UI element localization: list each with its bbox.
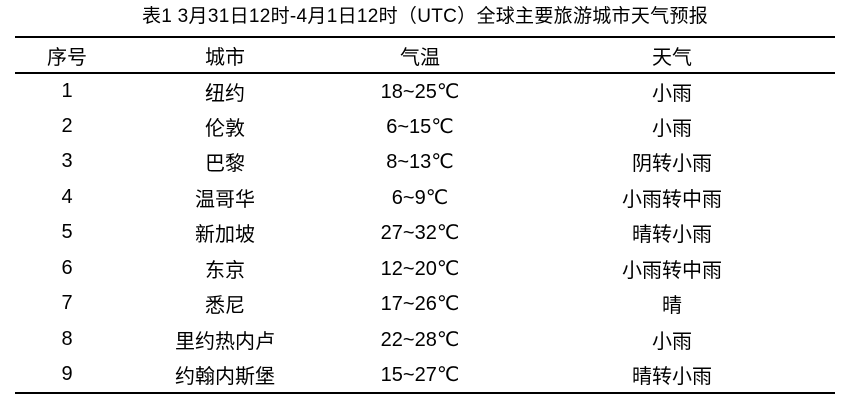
cell-serial: 8 <box>61 327 73 350</box>
cell-temperature: 15~27℃ <box>380 363 460 386</box>
cell-weather: 晴 <box>662 295 682 318</box>
cell-temperature: 8~13℃ <box>386 151 454 174</box>
cell-city: 巴黎 <box>205 153 245 176</box>
cell-city: 悉尼 <box>205 295 245 318</box>
cell-serial: 6 <box>61 256 73 279</box>
table-row: 7 悉尼 17~26℃ 晴 <box>15 286 835 322</box>
cell-serial: 7 <box>61 292 73 315</box>
table-header-row: 序号 城市 气温 天气 <box>15 37 835 73</box>
table-row: 8 里约热内卢 22~28℃ 小雨 <box>15 322 835 358</box>
table-row: 6 东京 12~20℃ 小雨转中雨 <box>15 251 835 287</box>
cell-city: 伦敦 <box>205 117 245 140</box>
cell-temperature: 22~28℃ <box>380 328 460 351</box>
column-header-weather: 天气 <box>652 46 692 69</box>
cell-temperature: 12~20℃ <box>380 257 460 280</box>
cell-weather: 小雨转中雨 <box>622 188 722 211</box>
cell-weather: 小雨 <box>652 82 692 105</box>
cell-serial: 3 <box>61 150 73 173</box>
cell-city: 温哥华 <box>195 188 255 211</box>
cell-weather: 晴转小雨 <box>632 224 712 247</box>
cell-city: 里约热内卢 <box>175 330 275 353</box>
table-row: 2 伦敦 6~15℃ 小雨 <box>15 109 835 145</box>
cell-city: 纽约 <box>205 82 245 105</box>
cell-temperature: 17~26℃ <box>380 293 460 316</box>
cell-temperature: 6~15℃ <box>386 115 454 138</box>
cell-serial: 2 <box>61 114 73 137</box>
table-row: 9 约翰内斯堡 15~27℃ 晴转小雨 <box>15 357 835 393</box>
column-header-temperature: 气温 <box>400 46 440 69</box>
cell-temperature: 27~32℃ <box>380 222 460 245</box>
cell-serial: 5 <box>61 221 73 244</box>
table-row: 3 巴黎 8~13℃ 阴转小雨 <box>15 144 835 180</box>
cell-city: 东京 <box>205 259 245 282</box>
column-header-serial: 序号 <box>47 46 87 69</box>
weather-table: 序号 城市 气温 天气 1 纽约 18~25℃ 小雨 2 伦敦 6~15℃ 小雨… <box>15 36 835 394</box>
cell-temperature: 18~25℃ <box>380 80 460 103</box>
cell-serial: 1 <box>61 79 73 102</box>
table-row: 5 新加坡 27~32℃ 晴转小雨 <box>15 215 835 251</box>
cell-weather: 阴转小雨 <box>632 153 712 176</box>
cell-weather: 晴转小雨 <box>632 365 712 388</box>
cell-city: 新加坡 <box>195 224 255 247</box>
cell-weather: 小雨转中雨 <box>622 259 722 282</box>
table-title: 表1 3月31日12时-4月1日12时（UTC）全球主要旅游城市天气预报 <box>141 6 709 27</box>
table-row: 4 温哥华 6~9℃ 小雨转中雨 <box>15 180 835 216</box>
cell-temperature: 6~9℃ <box>391 186 449 209</box>
cell-city: 约翰内斯堡 <box>175 365 275 388</box>
table-row: 1 纽约 18~25℃ 小雨 <box>15 73 835 109</box>
cell-weather: 小雨 <box>652 330 692 353</box>
cell-serial: 4 <box>61 185 73 208</box>
cell-serial: 9 <box>61 362 73 385</box>
column-header-city: 城市 <box>205 46 245 69</box>
cell-weather: 小雨 <box>652 117 692 140</box>
